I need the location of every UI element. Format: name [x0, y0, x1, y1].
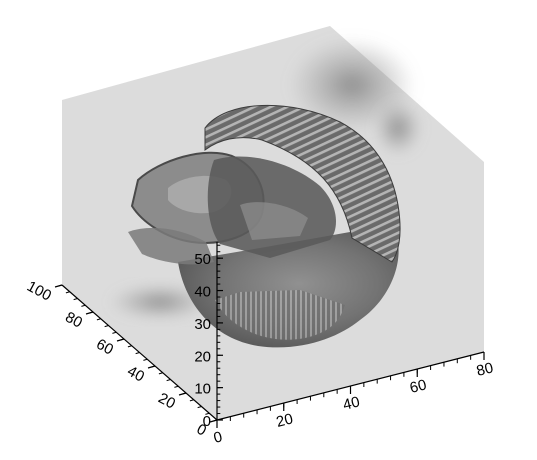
y-axis-tick-label: 20 — [155, 390, 178, 413]
x-axis-tick-label: 20 — [275, 410, 295, 431]
head-jaw-ribs — [215, 290, 345, 340]
y-axis-minor-tick — [104, 325, 109, 328]
y-axis-tick-label: 80 — [62, 309, 85, 332]
x-axis-tick-label: 0 — [212, 428, 224, 447]
z-axis-tick-label: 50 — [194, 251, 211, 268]
y-axis-minor-tick — [65, 291, 70, 294]
y-axis-minor-tick — [189, 399, 194, 402]
y-axis-major-tick — [209, 419, 218, 423]
y-axis-tick-label: 60 — [93, 336, 116, 359]
y-axis-minor-tick — [158, 372, 163, 375]
z-axis-tick-label: 10 — [194, 381, 211, 398]
y-axis-minor-tick — [96, 318, 101, 321]
y-axis-minor-tick — [174, 385, 179, 388]
y-axis-minor-tick — [166, 379, 171, 382]
y-axis-major-tick — [147, 365, 156, 369]
y-axis-minor-tick — [81, 304, 86, 307]
y-axis-tick-label: 100 — [24, 278, 54, 305]
y-axis-minor-tick — [127, 345, 132, 348]
haze-right — [374, 100, 422, 156]
x-axis-tick-label: 40 — [341, 393, 361, 414]
y-axis-minor-tick — [205, 412, 210, 415]
y-axis-major-tick — [85, 311, 94, 315]
head-nose — [128, 227, 214, 265]
y-axis-minor-tick — [135, 352, 140, 355]
y-axis-minor-tick — [143, 358, 148, 361]
head-cranium — [204, 104, 401, 263]
y-axis-minor-tick — [112, 331, 117, 334]
y-axis-tick-label: 40 — [124, 363, 147, 386]
y-axis-major-tick — [116, 338, 125, 342]
z-axis-tick-label: 30 — [194, 316, 211, 333]
x-axis-tick-label: 80 — [475, 359, 495, 380]
head-interior-detail — [240, 202, 308, 240]
z-axis-tick-label: 20 — [194, 348, 211, 365]
y-axis-minor-tick — [73, 298, 78, 301]
head-volume-render — [108, 37, 422, 348]
z-axis-tick-label: 0 — [203, 413, 211, 430]
y-axis-major-tick — [178, 392, 187, 396]
z-axis-tick-label: 40 — [194, 284, 211, 301]
y-axis-minor-tick — [197, 406, 202, 409]
x-axis-tick-label: 60 — [408, 376, 428, 397]
y-axis-major-tick — [54, 284, 63, 288]
haze-bottom-left — [108, 284, 212, 320]
